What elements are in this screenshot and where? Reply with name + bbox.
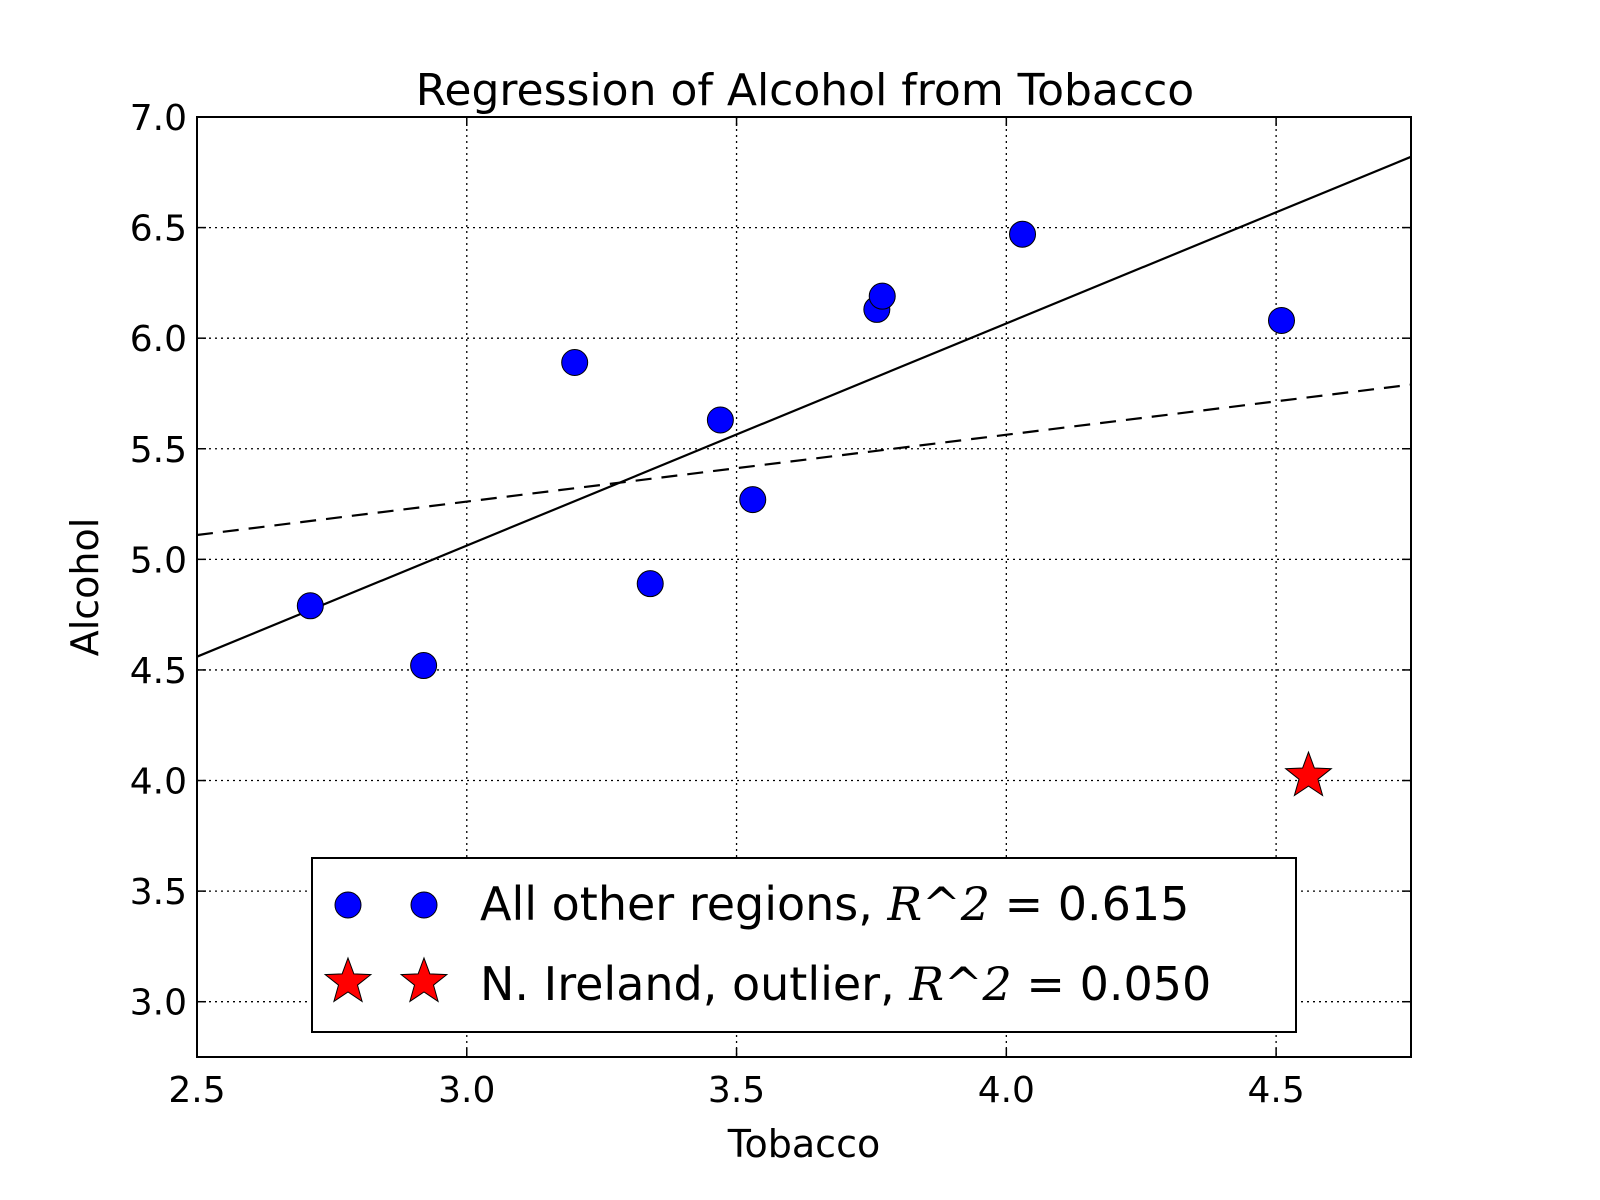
legend-marker-star <box>323 956 373 1003</box>
chart-title: Regression of Alcohol from Tobacco <box>416 65 1194 116</box>
x-axis-label: Tobacco <box>727 1122 880 1166</box>
y-tick-label: 4.5 <box>130 651 187 692</box>
legend-label-n-ireland-math: R^2 <box>908 957 1011 1011</box>
x-tick-labels: 2.5 3.0 3.5 4.0 4.5 <box>168 1070 1304 1111</box>
y-tick-labels: 3.0 3.5 4.0 4.5 5.0 5.5 6.0 6.5 7.0 <box>130 98 187 1024</box>
legend-marker-star <box>399 956 449 1003</box>
legend-marker-circle <box>410 891 438 919</box>
y-axis-label: Alcohol <box>63 518 107 657</box>
data-points <box>296 220 1333 797</box>
legend-label-n-ireland-value: = 0.050 <box>1012 957 1211 1011</box>
data-point <box>739 486 767 514</box>
x-tick-label: 4.5 <box>1247 1070 1304 1111</box>
y-tick-label: 5.0 <box>130 540 187 581</box>
regression-line-all-data <box>196 383 1412 537</box>
y-tick-label: 3.0 <box>130 983 187 1024</box>
legend-marker-circle <box>334 891 362 919</box>
data-point <box>706 406 734 434</box>
legend: All other regions, R^2 = 0.615 N. Irelan… <box>311 857 1297 1033</box>
legend-label-n-ireland-text: N. Ireland, outlier, <box>480 957 909 1011</box>
data-point <box>296 592 324 620</box>
legend-label-all-regions: All other regions, R^2 = 0.615 <box>480 877 1189 931</box>
x-tick-label: 2.5 <box>168 1070 225 1111</box>
data-point <box>410 652 438 680</box>
y-tick-label: 6.5 <box>130 209 187 250</box>
data-point <box>1009 220 1037 248</box>
x-tick-label: 3.0 <box>438 1070 495 1111</box>
plot-frame <box>196 116 1412 1058</box>
legend-markers <box>323 891 449 1003</box>
legend-label-all-regions-text: All other regions, <box>480 877 888 931</box>
legend-label-all-regions-value: = 0.615 <box>990 877 1189 931</box>
fit-lines <box>196 155 1412 658</box>
y-tick-label: 3.5 <box>130 872 187 913</box>
x-tick-label: 3.5 <box>708 1070 765 1111</box>
y-tick-label: 4.0 <box>130 762 187 803</box>
y-tick-label: 6.0 <box>130 319 187 360</box>
y-tick-label: 7.0 <box>130 98 187 139</box>
outlier-point <box>1284 750 1333 797</box>
tick-marks <box>196 116 1411 1057</box>
legend-label-n-ireland: N. Ireland, outlier, R^2 = 0.050 <box>480 957 1211 1011</box>
data-point <box>636 570 664 598</box>
data-point <box>561 349 589 377</box>
x-tick-label: 4.0 <box>978 1070 1035 1111</box>
data-point <box>1268 306 1296 334</box>
regression-line-excluding-outlier <box>196 155 1412 658</box>
y-tick-label: 5.5 <box>130 430 187 471</box>
legend-box <box>311 857 1297 1033</box>
legend-label-all-regions-math: R^2 <box>887 877 990 931</box>
data-point <box>868 282 896 310</box>
